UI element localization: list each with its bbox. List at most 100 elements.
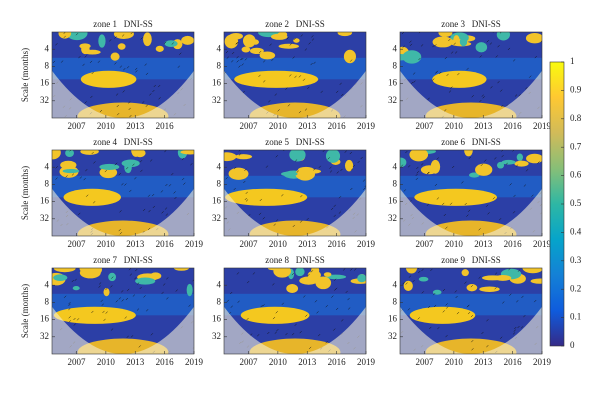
- heatmap: [400, 268, 542, 354]
- phase-arrow: [274, 331, 277, 334]
- phase-arrow: [121, 290, 124, 293]
- phase-arrow: [418, 57, 421, 61]
- phase-arrow: [73, 323, 76, 326]
- phase-arrow: [285, 332, 288, 336]
- phase-arrow: [300, 220, 303, 223]
- phase-arrow: [334, 288, 337, 291]
- phase-arrow: [416, 166, 419, 170]
- phase-arrow: [78, 55, 81, 59]
- y-tick-label: 16: [388, 314, 398, 324]
- phase-arrow: [444, 109, 447, 112]
- phase-arrow: [129, 189, 132, 193]
- heat-blob: [414, 188, 498, 206]
- phase-arrow: [260, 304, 263, 308]
- phase-arrow: [516, 300, 519, 303]
- phase-arrow: [333, 278, 337, 281]
- phase-arrow: [435, 71, 438, 74]
- phase-arrow: [116, 104, 119, 108]
- plot-frame: [223, 149, 367, 237]
- phase-arrow: [168, 184, 172, 187]
- phase-arrow: [521, 295, 524, 299]
- phase-arrow: [347, 307, 351, 310]
- heat-blob: [438, 32, 453, 37]
- heat-blob: [281, 171, 298, 177]
- phase-arrow: [262, 217, 265, 220]
- x-tick-label: 2019: [357, 357, 376, 367]
- phase-arrow: [471, 95, 474, 98]
- phase-arrow: [289, 74, 292, 77]
- phase-arrow: [486, 40, 489, 43]
- heatmap: [224, 268, 366, 354]
- phase-arrow: [71, 173, 75, 176]
- phase-arrow: [442, 202, 445, 206]
- phase-arrow: [84, 101, 87, 104]
- x-tick-label: 2016: [328, 121, 347, 131]
- colorbar-tick-label: 0.1: [570, 312, 581, 322]
- y-axis-label: Scale (months): [20, 48, 30, 102]
- phase-arrow: [402, 282, 405, 285]
- phase-arrow: [230, 305, 233, 308]
- phase-arrow: [433, 304, 437, 308]
- phase-arrow: [515, 164, 519, 167]
- phase-arrow: [244, 168, 247, 172]
- phase-arrow: [132, 163, 135, 166]
- phase-arrow: [336, 171, 339, 174]
- x-tick-label: 2010: [97, 121, 116, 131]
- phase-arrow: [275, 155, 278, 158]
- phase-arrow: [166, 297, 169, 300]
- x-tick-label: 2007: [415, 357, 434, 367]
- phase-arrow: [97, 60, 101, 63]
- x-tick-label: 2016: [328, 357, 347, 367]
- heat-blob: [323, 272, 332, 277]
- phase-arrow: [436, 157, 439, 160]
- phase-arrow: [421, 291, 424, 294]
- phase-arrow: [487, 212, 490, 215]
- phase-arrow: [259, 198, 262, 202]
- phase-arrow: [304, 108, 308, 111]
- heatmap: [224, 32, 366, 118]
- phase-arrow: [450, 86, 453, 89]
- phase-arrow: [341, 93, 344, 97]
- heat-blob: [52, 150, 61, 160]
- phase-arrow: [401, 32, 405, 35]
- phase-arrow: [110, 285, 113, 288]
- heat-blob: [224, 152, 237, 162]
- y-tick-label: 8: [217, 296, 222, 306]
- phase-arrow: [341, 319, 344, 322]
- phase-arrow: [427, 305, 431, 309]
- phase-arrow: [55, 43, 58, 46]
- phase-arrow: [78, 212, 81, 216]
- phase-arrow: [489, 42, 493, 45]
- phase-arrow: [360, 156, 363, 160]
- phase-arrow: [407, 308, 411, 311]
- phase-arrow: [442, 310, 445, 313]
- phase-arrow: [229, 291, 233, 295]
- phase-arrow: [105, 311, 108, 314]
- phase-arrow: [501, 150, 504, 152]
- y-tick-label: 8: [393, 178, 398, 188]
- phase-arrow: [432, 78, 435, 81]
- phase-arrow: [128, 101, 131, 104]
- heat-blob: [337, 32, 353, 37]
- heat-blob: [286, 284, 299, 293]
- phase-arrow: [164, 207, 168, 210]
- cone-of-influence: [400, 150, 542, 236]
- heat-blob: [234, 70, 319, 88]
- phase-arrow: [152, 205, 156, 209]
- colorbar-tick-label: 0.4: [570, 226, 582, 236]
- panel-title: zone 5 DNI-SS: [265, 137, 325, 147]
- y-tick-label: 16: [40, 78, 50, 88]
- phase-arrow: [268, 100, 271, 103]
- phase-arrow: [85, 194, 89, 197]
- phase-arrow: [345, 290, 348, 294]
- y-tick-label: 4: [45, 279, 50, 289]
- phase-arrow: [110, 328, 114, 331]
- phase-arrow: [225, 177, 228, 180]
- phase-arrow: [140, 169, 143, 173]
- heat-blob: [98, 34, 106, 48]
- phase-arrow: [119, 65, 123, 68]
- phase-arrow: [287, 104, 291, 107]
- heat-band: [400, 57, 542, 80]
- x-tick-label: 2019: [357, 121, 376, 131]
- phase-arrow: [299, 330, 302, 334]
